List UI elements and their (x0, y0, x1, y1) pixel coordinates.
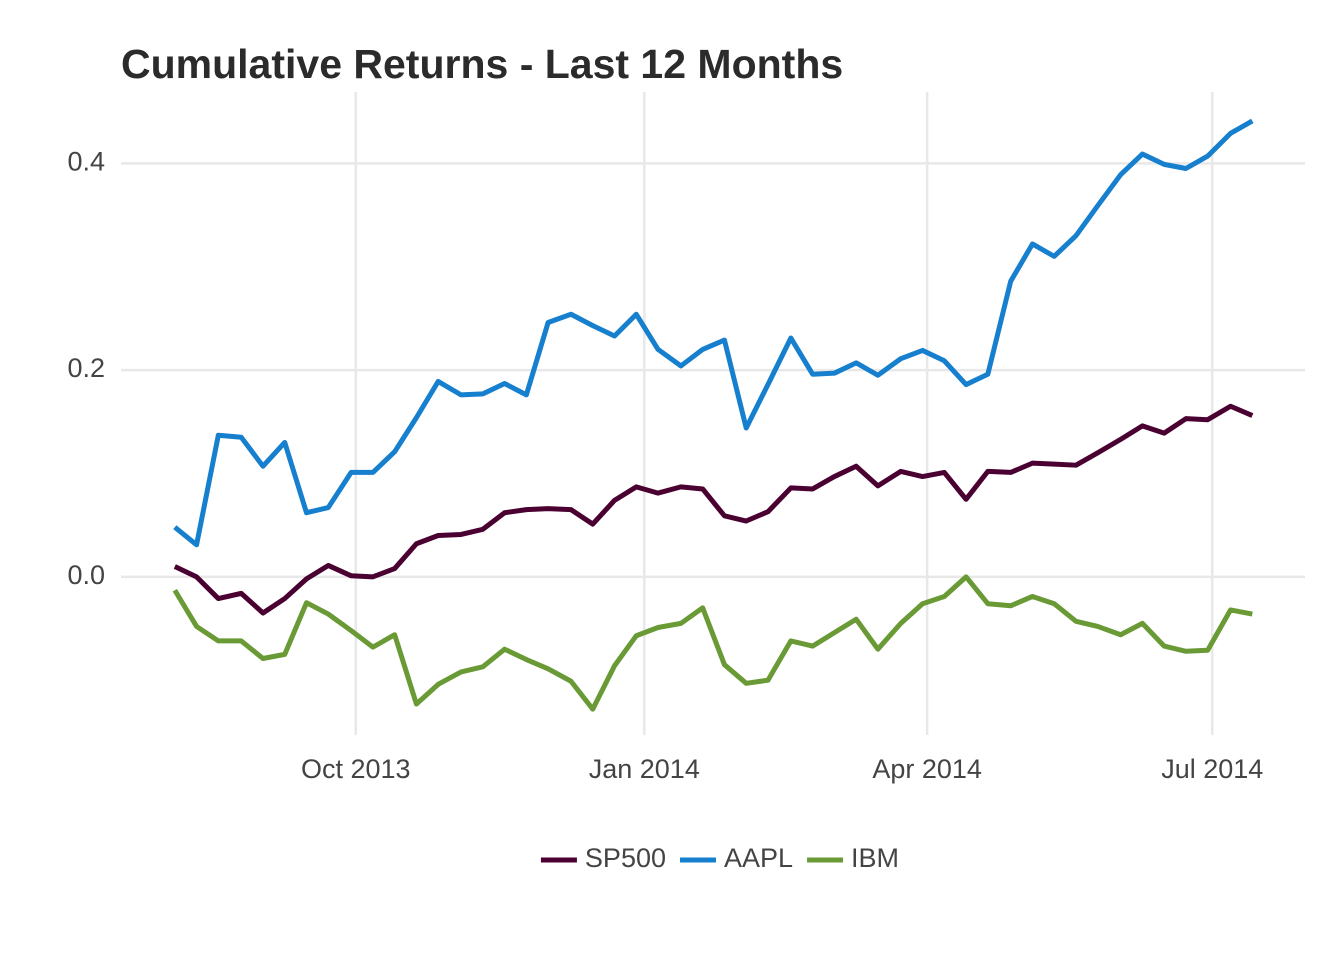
x-tick-label: Jul 2014 (1161, 754, 1263, 784)
chart-title: Cumulative Returns - Last 12 Months (121, 41, 843, 87)
series-line (173, 118, 1254, 548)
x-tick-label: Jan 2014 (589, 754, 700, 784)
x-tick-label: Oct 2013 (301, 754, 411, 784)
series-line (173, 403, 1254, 616)
y-tick-label: 0.4 (67, 146, 105, 176)
x-tick-label: Apr 2014 (872, 754, 982, 784)
legend-label: IBM (851, 843, 899, 873)
legend-label: AAPL (724, 843, 793, 873)
legend-label: SP500 (585, 843, 666, 873)
series-line (172, 574, 1253, 712)
y-tick-label: 0.0 (67, 560, 105, 590)
y-tick-label: 0.2 (67, 353, 105, 383)
